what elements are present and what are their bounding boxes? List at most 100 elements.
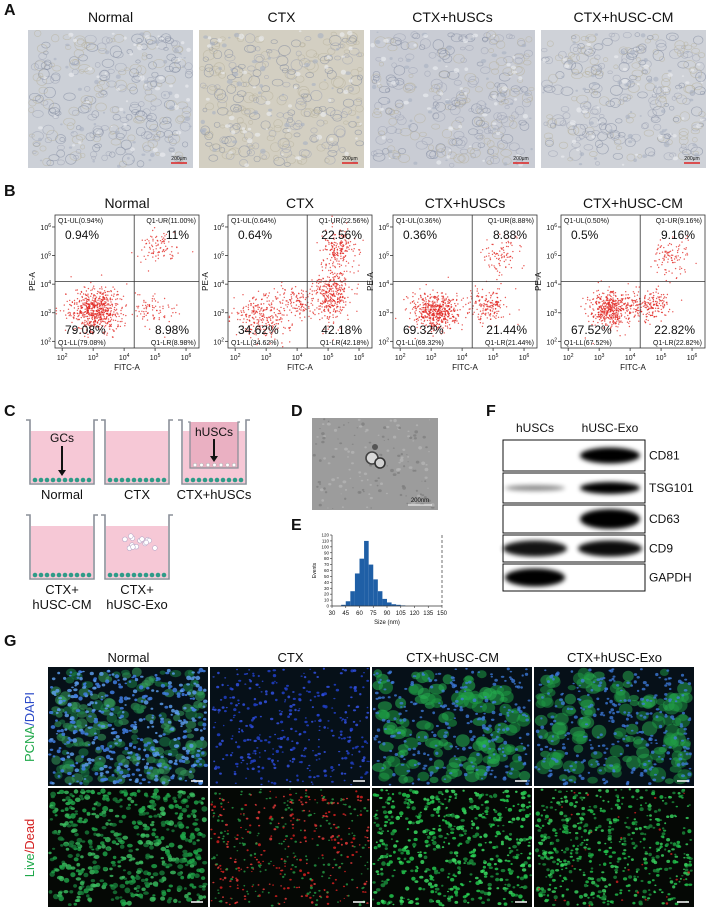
event-dot: [104, 304, 106, 307]
cell: [246, 150, 252, 155]
event-dot: [271, 315, 273, 317]
cell: [186, 98, 191, 102]
event-dot: [440, 292, 443, 294]
event-dot: [141, 239, 143, 241]
event-dot: [424, 309, 426, 312]
event-dot: [676, 259, 679, 261]
event-dot: [665, 279, 667, 282]
cell: [423, 63, 429, 69]
cell: [621, 50, 625, 55]
cell: [678, 131, 689, 141]
event-dot: [111, 315, 114, 317]
cell: [691, 82, 703, 91]
event-dot: [100, 314, 102, 316]
event-dot: [319, 302, 322, 304]
event-dot: [162, 237, 165, 239]
event-dot: [104, 302, 107, 304]
y-tick-label: 103: [213, 309, 224, 318]
event-dot: [424, 315, 426, 317]
cell: [458, 97, 468, 105]
event-dot: [443, 332, 445, 334]
event-dot: [324, 310, 326, 313]
event-dot: [106, 290, 109, 293]
event-dot: [328, 300, 330, 302]
cell: [477, 142, 485, 148]
event-dot: [668, 308, 671, 311]
event-dot: [332, 276, 334, 279]
event-dot: [339, 247, 341, 250]
event-dot: [275, 298, 278, 300]
event-dot: [340, 249, 343, 251]
event-dot: [242, 306, 245, 308]
event-dot: [98, 291, 100, 293]
event-dot: [317, 298, 319, 301]
event-dot: [428, 299, 430, 302]
event-dot: [617, 312, 619, 314]
event-dot: [438, 310, 440, 312]
event-dot: [335, 283, 337, 285]
cell: [129, 52, 133, 56]
event-dot: [293, 301, 295, 304]
cell: [92, 159, 95, 163]
event-dot: [279, 318, 281, 320]
event-dot: [602, 310, 604, 312]
cell: [182, 141, 189, 148]
event-dot: [652, 296, 655, 299]
event-dot: [300, 296, 302, 298]
cell: [232, 123, 241, 130]
cell: [622, 96, 628, 102]
gate-value: 0.64%: [238, 228, 272, 242]
event-dot: [645, 318, 647, 321]
event-dot: [143, 246, 146, 248]
cell: [33, 142, 41, 147]
cell: [342, 107, 353, 115]
event-dot: [685, 254, 687, 256]
event-dot: [447, 302, 449, 304]
cell: [277, 138, 290, 150]
event-dot: [302, 303, 304, 305]
event-dot: [657, 310, 659, 312]
cell: [98, 89, 108, 98]
event-dot: [289, 341, 291, 343]
event-dot: [645, 316, 647, 318]
event-dot: [493, 312, 495, 315]
tick-base: 10: [378, 339, 386, 346]
y-tick-label: 105: [378, 252, 389, 261]
event-dot: [338, 263, 341, 265]
event-dot: [297, 299, 299, 302]
event-dot: [290, 305, 293, 307]
cell: [512, 55, 516, 59]
event-dot: [587, 315, 589, 317]
cell: [409, 119, 413, 123]
event-dot: [150, 252, 153, 254]
event-dot: [290, 288, 293, 290]
event-dot: [598, 293, 601, 296]
event-dot: [325, 265, 327, 267]
cell: [361, 488, 365, 491]
cell: [313, 106, 323, 115]
cell: [567, 59, 574, 65]
event-dot: [332, 261, 335, 263]
tick-exponent: 3: [386, 309, 389, 315]
cell: [464, 92, 468, 95]
event-dot: [335, 244, 337, 247]
cell: [432, 112, 440, 120]
cell-label: GCs: [50, 431, 74, 445]
cell: [511, 111, 519, 119]
cell: [244, 44, 257, 53]
gate-value: 0.94%: [65, 228, 99, 242]
event-dot: [163, 316, 166, 319]
cell: [669, 105, 675, 111]
event-dot: [328, 317, 330, 319]
event-dot: [422, 302, 424, 304]
cell: [131, 109, 140, 115]
event-dot: [328, 306, 330, 308]
event-dot: [340, 293, 342, 295]
cell: [208, 154, 219, 162]
event-dot: [485, 294, 487, 297]
event-dot: [349, 245, 351, 247]
cell: [176, 130, 182, 135]
cell: [141, 52, 148, 57]
event-dot: [317, 300, 319, 302]
event-dot: [320, 279, 323, 281]
